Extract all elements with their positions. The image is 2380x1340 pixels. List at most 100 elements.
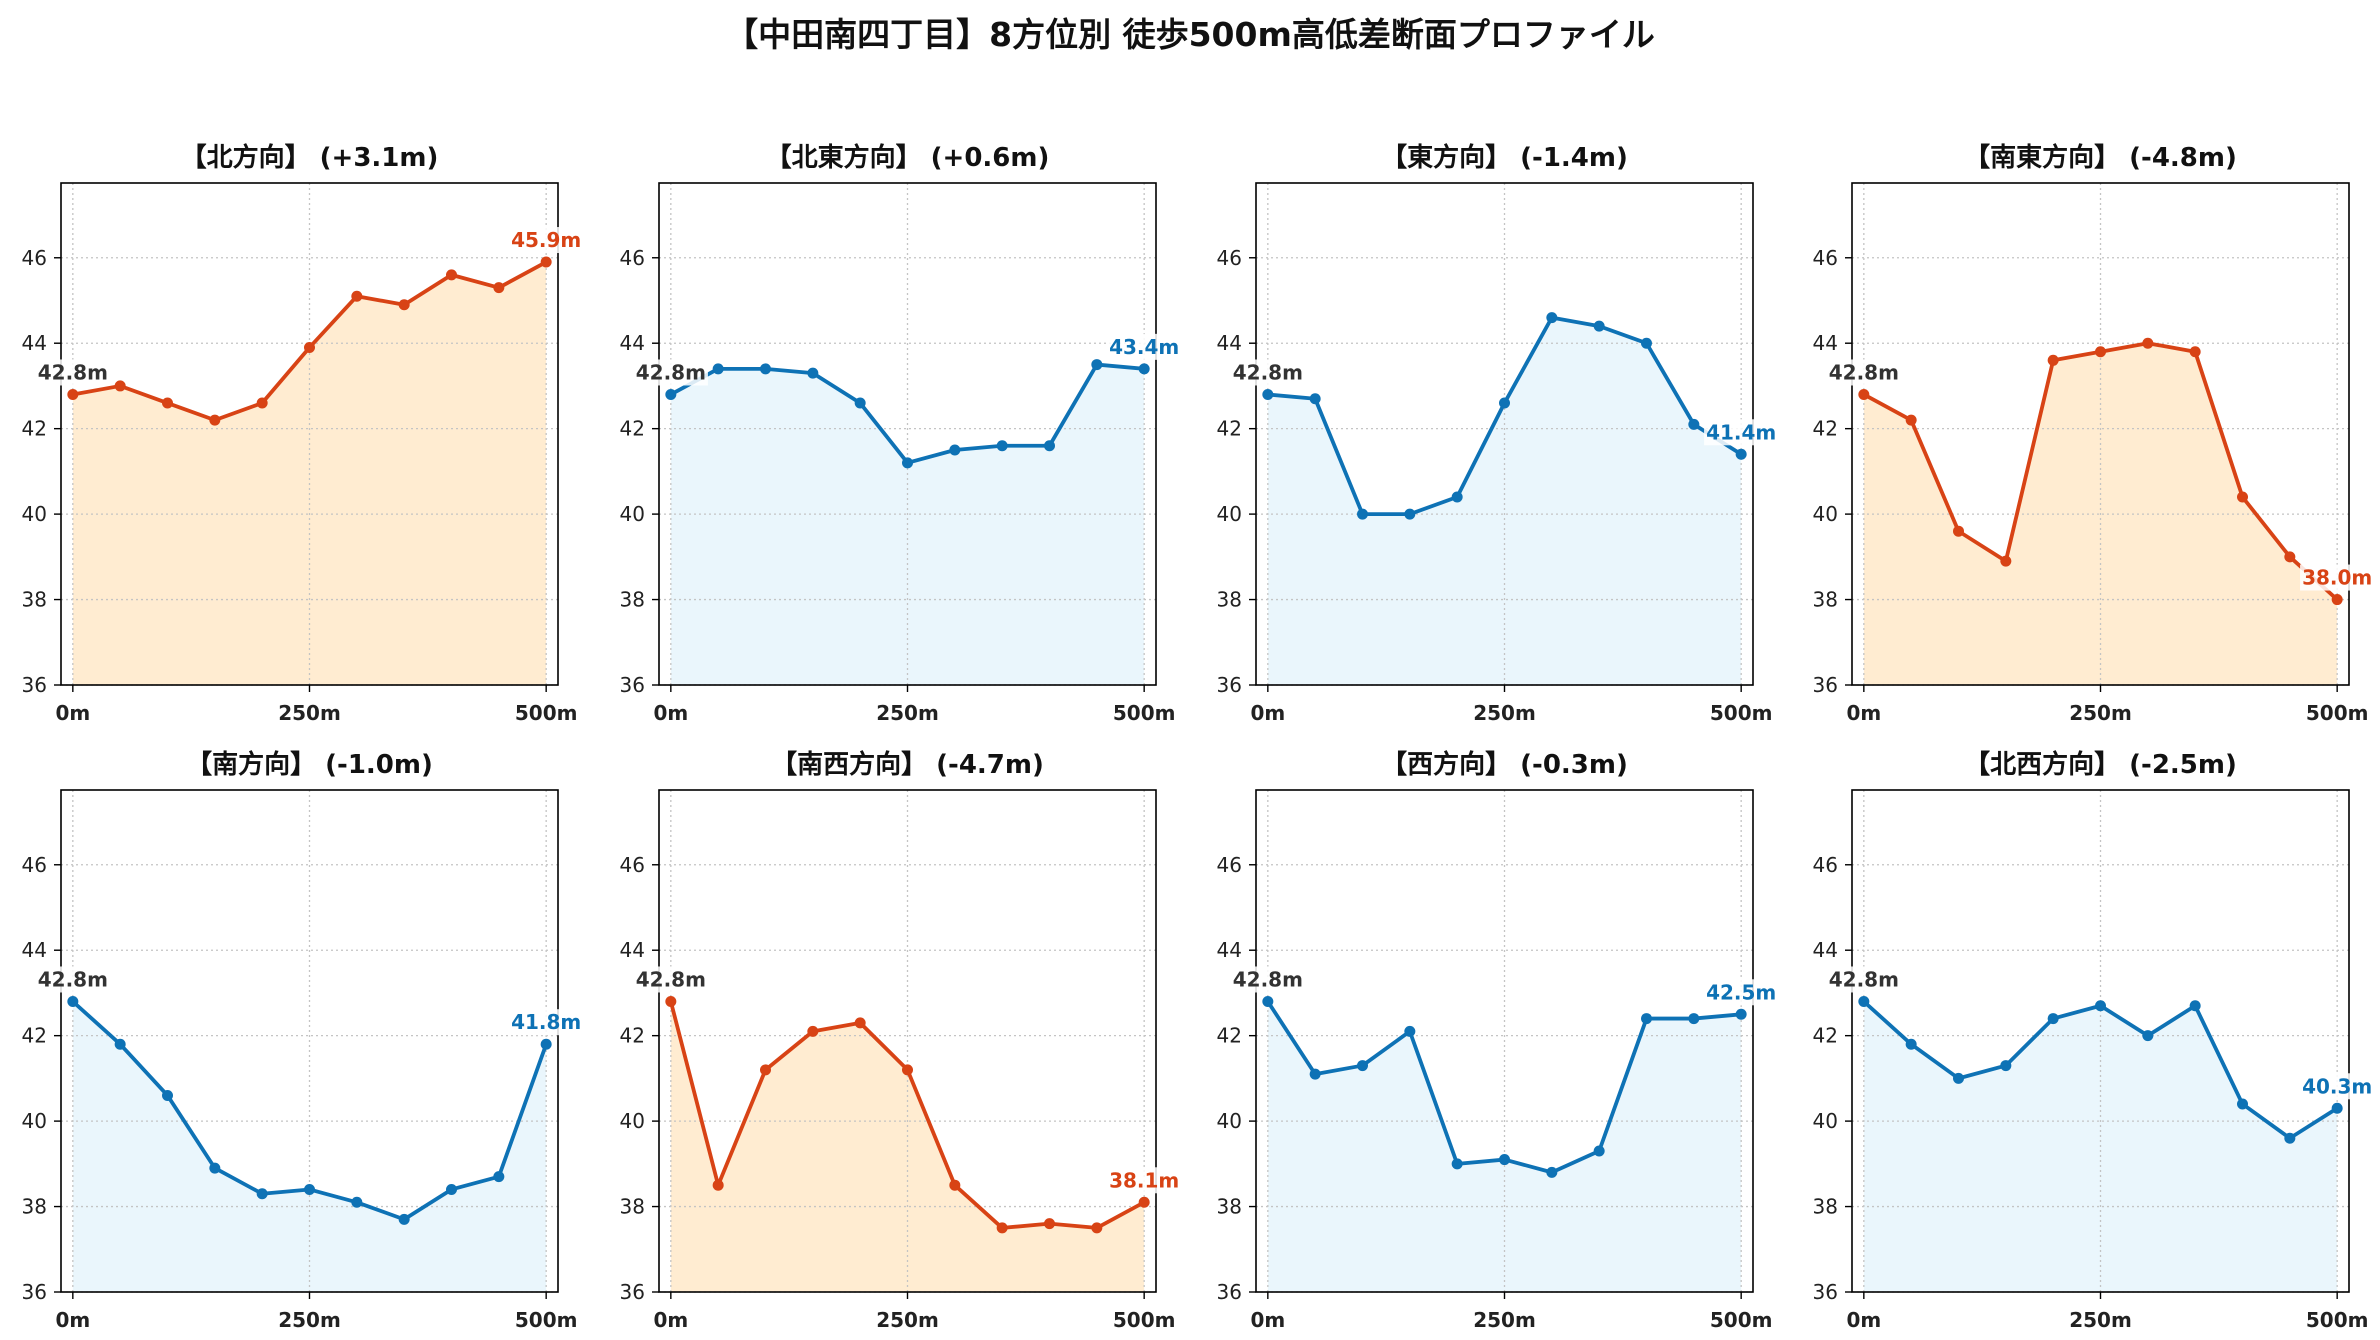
start-label-bg xyxy=(35,359,110,386)
y-tick-label: 40 xyxy=(1813,502,1838,526)
y-tick-label: 38 xyxy=(22,1195,47,1219)
point-east-100 xyxy=(1357,508,1368,520)
point-west-150 xyxy=(1404,1025,1416,1037)
x-tick-label: 250m xyxy=(278,701,341,725)
start-label-south: 42.8m xyxy=(38,967,108,991)
point-southwest-200 xyxy=(854,1017,866,1029)
grid-west xyxy=(1256,790,1753,1293)
point-northeast-300 xyxy=(949,444,961,456)
point-northeast-400 xyxy=(1044,440,1055,452)
point-south-100 xyxy=(162,1089,173,1101)
y-tick-label: 44 xyxy=(22,331,47,355)
x-tick-label: 500m xyxy=(1113,1308,1176,1332)
y-tick-label: 40 xyxy=(22,502,47,526)
x-tick-label: 250m xyxy=(278,1308,341,1332)
point-southeast-500 xyxy=(2331,594,2343,606)
point-north-0 xyxy=(67,388,79,400)
point-west-500 xyxy=(1735,1008,1747,1020)
start-label-bg xyxy=(1826,359,1901,386)
end-label-bg xyxy=(1704,979,1779,1006)
point-east-500 xyxy=(1735,448,1747,460)
subplot-northeast: 36 38 40 42 44 46 0m 250m 500m 【北東方向】 (+0.6m) 42.8… xyxy=(620,142,1182,725)
figure-title: 【中田南四丁目】8方位別 徒歩500m高低差断面プロファイル xyxy=(725,15,1655,54)
point-northwest-300 xyxy=(2142,1030,2154,1042)
y-tick-label: 46 xyxy=(22,246,47,270)
point-southwest-350 xyxy=(996,1222,1008,1234)
point-northeast-250 xyxy=(902,457,913,469)
x-tick-label: 250m xyxy=(876,1308,939,1332)
x-tick-label: 0m xyxy=(1250,1308,1285,1332)
start-label-bg xyxy=(633,359,708,386)
point-southwest-0 xyxy=(665,995,677,1007)
point-southeast-400 xyxy=(2237,491,2248,503)
y-tick-label: 42 xyxy=(1813,1024,1838,1048)
end-label-west: 42.5m xyxy=(1706,980,1776,1004)
point-northeast-100 xyxy=(760,363,771,375)
x-tick-label: 250m xyxy=(1473,701,1536,725)
end-label-southwest: 38.1m xyxy=(1109,1168,1179,1192)
subplot-title-south: 【南方向】 (-1.0m) xyxy=(186,749,433,780)
y-tick-label: 36 xyxy=(620,1280,645,1304)
point-north-250 xyxy=(304,341,315,353)
subplot-west: 36 38 40 42 44 46 0m 250m 500m 【西方向】 (-0.3m) 42.8m… xyxy=(1217,749,1779,1332)
point-north-500 xyxy=(540,256,552,268)
y-tick-label: 46 xyxy=(620,246,645,270)
start-label-bg xyxy=(633,966,708,993)
y-tick-label: 38 xyxy=(1217,1195,1242,1219)
y-tick-label: 42 xyxy=(1217,417,1242,441)
x-tick-label: 250m xyxy=(1473,1308,1536,1332)
point-northwest-200 xyxy=(2047,1013,2059,1025)
y-tick-label: 38 xyxy=(1813,1195,1838,1219)
y-tick-label: 38 xyxy=(1217,588,1242,612)
x-tick-label: 500m xyxy=(2306,1308,2369,1332)
end-label-northeast: 43.4m xyxy=(1109,335,1179,359)
y-tick-label: 40 xyxy=(1217,1109,1242,1133)
start-label-bg xyxy=(1230,966,1305,993)
subplot-title-west: 【西方向】 (-0.3m) xyxy=(1381,749,1628,780)
point-northwest-250 xyxy=(2095,1000,2106,1012)
y-tick-label: 46 xyxy=(1217,246,1242,270)
y-tick-label: 40 xyxy=(1217,502,1242,526)
start-label-bg xyxy=(35,966,110,993)
y-tick-label: 42 xyxy=(620,1024,645,1048)
point-west-250 xyxy=(1499,1154,1510,1166)
x-tick-label: 0m xyxy=(55,701,90,725)
point-southeast-100 xyxy=(1953,525,1964,537)
subplot-east: 36 38 40 42 44 46 0m 250m 500m 【東方向】 (-1.4m) 42.8m… xyxy=(1217,142,1779,725)
y-tick-label: 46 xyxy=(1813,853,1838,877)
y-tick-label: 40 xyxy=(22,1109,47,1133)
point-southwest-100 xyxy=(760,1064,771,1076)
y-tick-label: 44 xyxy=(1813,331,1838,355)
point-south-50 xyxy=(114,1038,126,1050)
subplot-northwest: 36 38 40 42 44 46 0m 250m 500m 【北西方向】 (-2.5m) 42.8… xyxy=(1813,749,2375,1332)
point-south-450 xyxy=(493,1171,505,1183)
start-label-bg xyxy=(1826,966,1901,993)
subplot-title-northwest: 【北西方向】 (-2.5m) xyxy=(1964,749,2237,780)
end-label-bg xyxy=(1704,419,1779,446)
point-northeast-500 xyxy=(1138,363,1150,375)
point-north-100 xyxy=(162,397,173,409)
point-northeast-0 xyxy=(665,388,677,400)
point-west-350 xyxy=(1593,1145,1605,1157)
point-northwest-0 xyxy=(1858,995,1870,1007)
x-tick-label: 0m xyxy=(1846,701,1881,725)
point-north-400 xyxy=(446,269,457,281)
subplot-grid: 36 38 40 42 44 46 0m 250m 500m 【北方向】 (+3.1m) 42.8m… xyxy=(22,142,2375,1332)
area-west xyxy=(1267,1001,1742,1292)
y-tick-label: 40 xyxy=(1813,1109,1838,1133)
y-tick-label: 46 xyxy=(620,853,645,877)
subplot-north: 36 38 40 42 44 46 0m 250m 500m 【北方向】 (+3.1m) 42.8m… xyxy=(22,142,584,725)
point-west-300 xyxy=(1546,1166,1558,1178)
end-label-bg xyxy=(509,1009,584,1036)
x-tick-label: 0m xyxy=(653,1308,688,1332)
point-northwest-150 xyxy=(2000,1060,2012,1072)
y-tick-label: 44 xyxy=(620,938,645,962)
grid-northwest xyxy=(1852,790,2349,1293)
y-tick-label: 42 xyxy=(620,417,645,441)
point-west-450 xyxy=(1688,1013,1700,1025)
end-label-bg xyxy=(509,227,584,254)
point-north-350 xyxy=(398,299,410,311)
y-tick-label: 42 xyxy=(1813,417,1838,441)
y-tick-label: 36 xyxy=(1217,1280,1242,1304)
point-northeast-150 xyxy=(807,367,819,379)
